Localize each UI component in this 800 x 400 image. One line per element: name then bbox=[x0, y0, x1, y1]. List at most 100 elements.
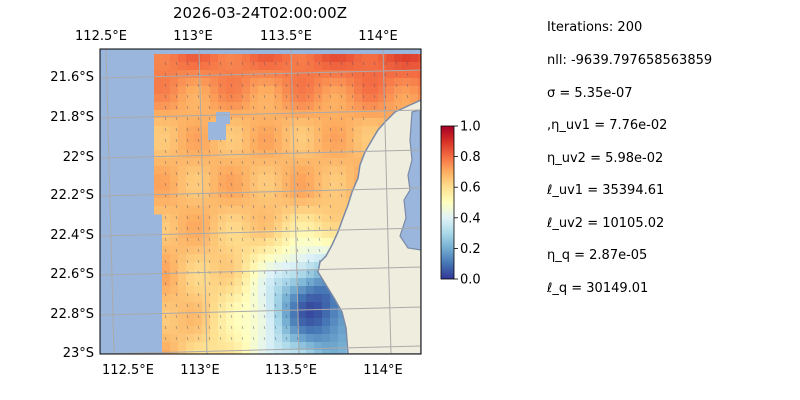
vector-arrow bbox=[164, 72, 167, 77]
heatmap-cell bbox=[178, 238, 187, 247]
vector-arrow bbox=[307, 281, 310, 286]
heatmap-cell bbox=[202, 246, 211, 255]
vector-arrow bbox=[329, 182, 332, 187]
heatmap-cell bbox=[210, 206, 219, 215]
vector-arrow bbox=[175, 259, 178, 264]
heatmap-cell bbox=[194, 62, 203, 71]
heatmap-cell bbox=[274, 246, 283, 255]
vector-arrow bbox=[296, 61, 299, 66]
heatmap-cell bbox=[218, 62, 227, 71]
vector-arrow bbox=[263, 237, 266, 242]
vector-arrow bbox=[241, 94, 244, 99]
vector-arrow bbox=[175, 138, 178, 143]
vector-arrow bbox=[296, 226, 299, 231]
heatmap-cell bbox=[362, 110, 371, 119]
heatmap-cell bbox=[354, 102, 363, 111]
heatmap-cell bbox=[194, 198, 203, 207]
heatmap-cell bbox=[378, 102, 387, 111]
vector-arrow bbox=[285, 281, 288, 286]
heatmap-cell bbox=[242, 54, 251, 63]
vector-arrow bbox=[263, 149, 266, 154]
heatmap-cell bbox=[250, 142, 259, 151]
heatmap-cell bbox=[418, 62, 421, 71]
heatmap-cell bbox=[330, 102, 339, 111]
heatmap-cell bbox=[282, 286, 291, 295]
heatmap-cell bbox=[194, 254, 203, 263]
heatmap-cell bbox=[322, 334, 331, 343]
vector-arrow bbox=[241, 105, 244, 110]
vector-arrow bbox=[285, 182, 288, 187]
heatmap-cell bbox=[298, 78, 307, 87]
vector-arrow bbox=[263, 259, 266, 264]
vector-arrow bbox=[241, 314, 244, 319]
x-tick-labels-bottom: 112.5°E 113°E 113.5°E 114°E bbox=[102, 363, 403, 378]
heatmap-cell bbox=[186, 222, 195, 231]
heatmap-cell bbox=[346, 102, 355, 111]
vector-arrow bbox=[263, 336, 266, 341]
vector-arrow bbox=[274, 248, 277, 253]
heatmap-cell bbox=[202, 270, 211, 279]
heatmap-cell bbox=[274, 134, 283, 143]
heatmap-cell bbox=[210, 174, 219, 183]
vector-arrow bbox=[186, 127, 189, 132]
heatmap-cell bbox=[306, 198, 315, 207]
heatmap-cell bbox=[322, 222, 331, 231]
vector-arrow bbox=[219, 105, 222, 110]
heatmap-cell bbox=[314, 54, 323, 63]
heatmap-cell bbox=[226, 302, 235, 311]
heatmap-cell bbox=[282, 214, 291, 223]
heatmap-cell bbox=[274, 278, 283, 287]
x-tick-label: 114°E bbox=[358, 29, 398, 44]
heatmap-cell bbox=[386, 102, 395, 111]
heatmap-cell bbox=[234, 350, 243, 354]
heatmap-cell bbox=[274, 110, 283, 119]
heatmap-cell bbox=[154, 110, 163, 119]
heatmap-cell bbox=[370, 118, 379, 127]
heatmap-cell bbox=[226, 278, 235, 287]
heatmap-cell bbox=[194, 238, 203, 247]
heatmap-cell bbox=[218, 342, 227, 351]
heatmap-cell bbox=[250, 62, 259, 71]
heatmap-cell bbox=[314, 62, 323, 71]
heatmap-cell bbox=[242, 334, 251, 343]
vector-arrow bbox=[296, 138, 299, 143]
heatmap-cell bbox=[210, 318, 219, 327]
vector-arrow bbox=[164, 215, 167, 220]
heatmap-cell bbox=[210, 54, 219, 63]
heatmap-cell bbox=[178, 134, 187, 143]
heatmap-cell bbox=[282, 142, 291, 151]
vector-arrow bbox=[197, 336, 200, 341]
vector-arrow bbox=[241, 127, 244, 132]
heatmap-cell bbox=[250, 222, 259, 231]
heatmap-cell bbox=[322, 102, 331, 111]
vector-arrow bbox=[252, 237, 255, 242]
vector-arrow bbox=[197, 160, 200, 165]
heatmap-cell bbox=[258, 126, 267, 135]
heatmap-cell bbox=[298, 166, 307, 175]
vector-arrow bbox=[351, 138, 354, 143]
heatmap-cell bbox=[210, 310, 219, 319]
heatmap-cell bbox=[162, 310, 171, 319]
vector-arrow bbox=[164, 292, 167, 297]
heatmap-cell bbox=[202, 126, 211, 135]
heatmap-cell bbox=[186, 334, 195, 343]
heatmap-cell bbox=[258, 278, 267, 287]
vector-arrow bbox=[351, 94, 354, 99]
heatmap-cell bbox=[418, 54, 421, 63]
heatmap-cell bbox=[266, 134, 275, 143]
heatmap-cell bbox=[202, 294, 211, 303]
heatmap-cell bbox=[218, 86, 227, 95]
vector-arrow bbox=[340, 160, 343, 165]
heatmap-cell bbox=[234, 182, 243, 191]
heatmap-cell bbox=[306, 110, 315, 119]
heatmap-cell bbox=[186, 310, 195, 319]
heatmap-cell bbox=[314, 238, 323, 247]
heatmap-cell bbox=[274, 70, 283, 79]
heatmap-cell bbox=[314, 310, 323, 319]
vector-arrow bbox=[197, 61, 200, 66]
heatmap-cell bbox=[202, 118, 211, 127]
heatmap-cell bbox=[314, 142, 323, 151]
vector-arrow bbox=[252, 149, 255, 154]
vector-arrow bbox=[252, 61, 255, 66]
vector-arrow bbox=[164, 336, 167, 341]
